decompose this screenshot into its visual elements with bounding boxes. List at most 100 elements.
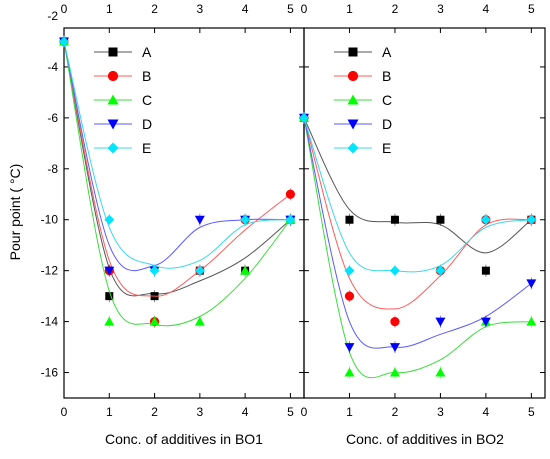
x-tick-label-top: 0 — [61, 2, 68, 16]
y-tick-label: -6 — [47, 111, 58, 125]
data-point-E — [194, 265, 205, 276]
y-axis-title: Pour point ( °C) — [7, 164, 23, 261]
x-tick-label-top: 1 — [346, 2, 353, 16]
circle-icon — [107, 70, 119, 82]
data-point-E — [526, 214, 537, 225]
x-tick-label-top: 3 — [437, 2, 444, 16]
fit-curve-D — [303, 117, 532, 349]
x-tick-label-bottom: 5 — [287, 405, 294, 419]
legend-label-B: B — [382, 68, 391, 84]
triangle-down-icon — [347, 119, 359, 130]
legend-label-C: C — [142, 92, 152, 108]
x-tick-label-top: 4 — [483, 2, 490, 16]
data-point-E — [435, 265, 446, 276]
x-tick-label-top: 4 — [242, 2, 249, 16]
data-point-C — [344, 367, 355, 377]
legend-label-D: D — [382, 116, 392, 132]
x-tick-label-bottom: 0 — [61, 405, 68, 419]
data-point-E — [389, 265, 400, 276]
fit-curve-B — [63, 41, 291, 297]
data-point-B — [344, 291, 355, 301]
x-tick-label-bottom: 2 — [392, 405, 399, 419]
x-tick-label-top: 2 — [151, 2, 158, 16]
data-point-D — [526, 279, 537, 289]
y-tick-label: -16 — [41, 366, 59, 380]
data-point-C — [194, 316, 205, 326]
data-point-E — [240, 214, 251, 225]
fit-curve-E — [63, 41, 291, 269]
fit-curve-C — [63, 41, 291, 327]
x-tick-label-bottom: 3 — [437, 405, 444, 419]
x-tick-label-top: 5 — [287, 2, 294, 16]
x-tick-label-top: 0 — [301, 2, 308, 16]
y-tick-label: -12 — [41, 264, 59, 278]
x-tick-label-top: 2 — [392, 2, 399, 16]
x-tick-label-bottom: 4 — [242, 405, 249, 419]
data-point-D — [104, 266, 115, 276]
x-tick-label-bottom: 3 — [197, 405, 204, 419]
data-point-B — [390, 317, 400, 327]
legend-label-A: A — [382, 44, 392, 60]
data-point-A — [436, 215, 445, 224]
square-icon — [108, 47, 118, 57]
data-point-C — [526, 316, 537, 326]
data-point-A — [481, 266, 490, 275]
data-point-B — [285, 189, 296, 199]
data-point-C — [149, 316, 160, 326]
fit-curve-A — [63, 41, 291, 297]
data-point-E — [299, 112, 309, 123]
x-tick-label-bottom: 0 — [301, 405, 308, 419]
diamond-icon — [347, 142, 359, 154]
fit-curve-E — [303, 117, 532, 273]
y-tick-label: -4 — [47, 60, 58, 74]
data-point-D — [344, 343, 355, 353]
data-point-A — [390, 215, 399, 224]
x-axis-title-left: Conc. of additives in BO1 — [105, 431, 263, 447]
x-tick-label-top: 5 — [528, 2, 535, 16]
data-point-D — [389, 343, 400, 353]
plot-frame-right — [303, 27, 546, 399]
y-tick-label: -2 — [47, 9, 58, 23]
data-point-C — [104, 316, 115, 326]
fit-curve-B — [303, 117, 532, 310]
x-tick-label-bottom: 2 — [151, 405, 158, 419]
legend-label-A: A — [142, 44, 152, 60]
x-tick-label-bottom: 5 — [528, 405, 535, 419]
fit-curve-A — [303, 117, 532, 254]
data-point-C — [240, 265, 251, 275]
x-tick-label-bottom: 1 — [106, 405, 113, 419]
y-tick-label: -8 — [47, 162, 58, 176]
data-point-D — [435, 317, 446, 327]
data-point-E — [285, 214, 296, 225]
legend-label-E: E — [382, 140, 391, 156]
square-icon — [348, 47, 358, 57]
data-point-D — [480, 317, 491, 327]
data-point-E — [344, 265, 355, 276]
x-axis-title-right: Conc. of additives in BO2 — [346, 431, 504, 447]
data-point-E — [149, 265, 160, 276]
data-point-E — [104, 214, 115, 225]
triangle-down-icon — [107, 119, 119, 130]
data-point-A — [105, 292, 114, 301]
x-tick-label-bottom: 4 — [483, 405, 490, 419]
data-point-D — [194, 215, 205, 225]
legend-label-D: D — [142, 116, 152, 132]
legend-label-C: C — [382, 92, 392, 108]
legend-label-E: E — [142, 140, 151, 156]
y-tick-label: -10 — [41, 213, 59, 227]
y-tick-label: -14 — [41, 315, 59, 329]
x-tick-label-bottom: 1 — [346, 405, 353, 419]
chart-panels: 001122334455-16-14-12-10-8-6-4-2ABCDE001… — [41, 2, 546, 419]
triangle-up-icon — [347, 94, 359, 105]
data-point-E — [59, 36, 69, 47]
circle-icon — [347, 70, 359, 82]
diamond-icon — [107, 142, 119, 154]
data-point-A — [345, 215, 354, 224]
legend-label-B: B — [142, 68, 151, 84]
x-tick-label-top: 1 — [106, 2, 113, 16]
data-point-C — [389, 367, 400, 377]
